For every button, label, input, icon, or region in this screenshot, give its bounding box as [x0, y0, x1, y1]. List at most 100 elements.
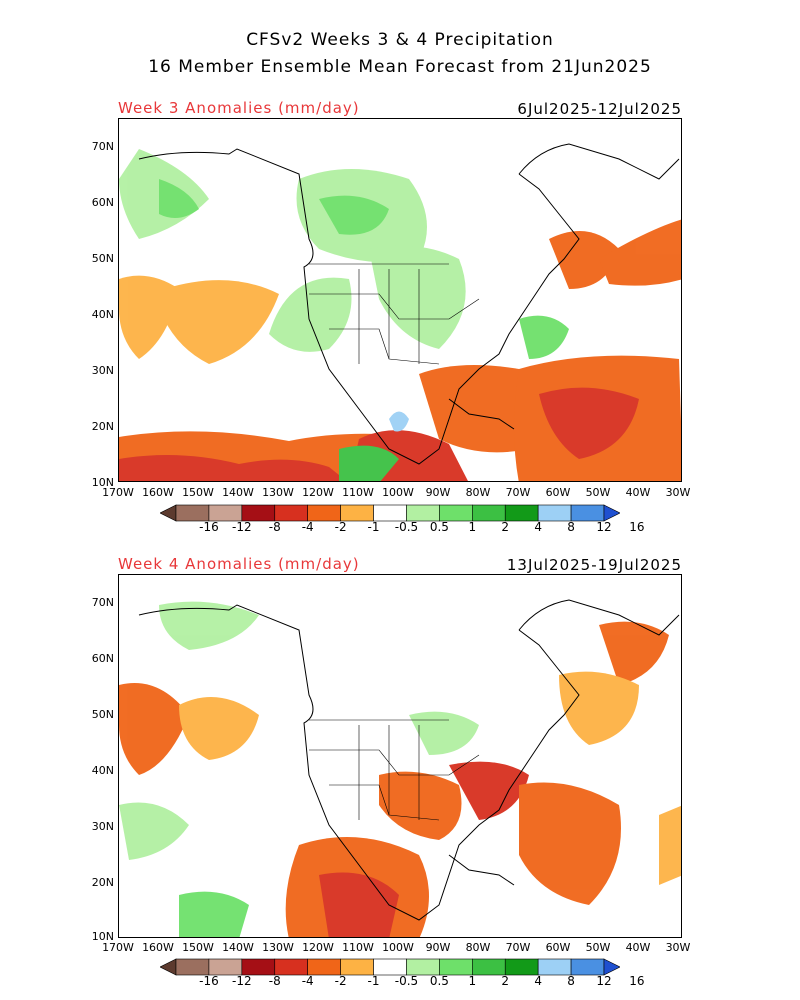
- colorbar-swatch: [472, 504, 506, 522]
- colorbar: [159, 503, 621, 523]
- lon-label: 30W: [665, 486, 691, 499]
- colorbar-swatch: [504, 504, 539, 522]
- lon-label: 150W: [182, 941, 214, 954]
- colorbar-label: -8: [268, 974, 281, 988]
- colorbar-gradient: [159, 958, 621, 976]
- lon-label: 50W: [585, 486, 611, 499]
- colorbar-label: 16: [629, 520, 645, 534]
- lon-label: 40W: [625, 941, 651, 954]
- colorbar-swatch: [208, 958, 243, 976]
- colorbar-label: 12: [596, 520, 612, 534]
- lat-label: 30N: [91, 820, 114, 833]
- panel-title: Week 4 Anomalies (mm/day): [118, 555, 360, 573]
- colorbar-swatch: [537, 958, 572, 976]
- colorbar-label: 0.5: [429, 520, 449, 534]
- lon-label: 170W: [102, 486, 134, 499]
- precip-anomaly-map: [119, 143, 681, 481]
- lat-label: 60N: [91, 652, 114, 665]
- colorbar-label: 2: [501, 974, 510, 988]
- colorbar-swatch: [373, 504, 407, 522]
- lon-label: 160W: [142, 486, 174, 499]
- colorbar-swatch: [340, 504, 374, 522]
- title-line-2: 16 Member Ensemble Mean Forecast from 21…: [148, 57, 652, 77]
- colorbar-label: -16: [199, 974, 219, 988]
- lon-label: 60W: [545, 941, 571, 954]
- lat-label: 50N: [91, 252, 114, 265]
- colorbar-label: -0.5: [394, 974, 419, 988]
- lon-label: 40W: [625, 486, 651, 499]
- colorbar-label: -12: [232, 974, 252, 988]
- colorbar-swatch: [274, 958, 308, 976]
- lon-label: 140W: [222, 941, 254, 954]
- colorbar-swatch: [241, 504, 276, 522]
- colorbar-label: -16: [199, 520, 219, 534]
- lon-label: 110W: [342, 486, 374, 499]
- lon-label: 120W: [302, 941, 334, 954]
- map-area: [118, 118, 682, 482]
- colorbar-label: -12: [232, 520, 252, 534]
- lat-label: 30N: [91, 364, 114, 377]
- lat-label: 70N: [91, 596, 114, 609]
- lon-label: 170W: [102, 941, 134, 954]
- lon-label: 130W: [262, 941, 294, 954]
- colorbar-label: 1: [468, 974, 477, 988]
- colorbar-label: 0.5: [429, 974, 449, 988]
- colorbar-swatch: [504, 958, 539, 976]
- colorbar-label: 16: [629, 974, 645, 988]
- colorbar-swatch: [603, 504, 621, 522]
- colorbar-swatch: [603, 958, 621, 976]
- lon-label: 50W: [585, 941, 611, 954]
- lon-label: 80W: [465, 941, 491, 954]
- title-line-1: CFSv2 Weeks 3 & 4 Precipitation: [246, 30, 554, 50]
- colorbar-swatch: [537, 504, 572, 522]
- colorbar-swatch: [175, 504, 210, 522]
- lat-label: 20N: [91, 876, 114, 889]
- lon-label: 130W: [262, 486, 294, 499]
- colorbar-label: -1: [367, 974, 380, 988]
- lon-label: 100W: [382, 486, 414, 499]
- panel-dates: 13Jul2025-19Jul2025: [506, 556, 682, 574]
- lat-label: 10N: [91, 476, 114, 489]
- lat-label: 10N: [91, 930, 114, 943]
- colorbar-label: 2: [501, 520, 510, 534]
- lat-label: 60N: [91, 196, 114, 209]
- lat-label: 40N: [91, 308, 114, 321]
- colorbar-swatch: [570, 958, 605, 976]
- map-area: [118, 574, 682, 938]
- lon-label: 140W: [222, 486, 254, 499]
- colorbar-swatch: [439, 958, 473, 976]
- colorbar-swatch: [340, 958, 374, 976]
- colorbar-swatch: [439, 504, 473, 522]
- colorbar-swatch: [208, 504, 243, 522]
- colorbar-label: 4: [534, 520, 542, 534]
- lon-label: 70W: [505, 941, 531, 954]
- colorbar-swatch: [406, 958, 440, 976]
- lon-label: 150W: [182, 486, 214, 499]
- colorbar-label: 8: [567, 974, 575, 988]
- lon-label: 60W: [545, 486, 571, 499]
- colorbar-swatch: [406, 504, 440, 522]
- colorbar: [159, 957, 621, 977]
- colorbar-gradient: [159, 504, 621, 522]
- lat-label: 20N: [91, 420, 114, 433]
- lon-label: 100W: [382, 941, 414, 954]
- colorbar-swatch: [307, 504, 341, 522]
- colorbar-label: 1: [468, 520, 477, 534]
- colorbar-swatch: [373, 958, 407, 976]
- lon-label: 110W: [342, 941, 374, 954]
- colorbar-label: -1: [367, 520, 380, 534]
- lon-label: 80W: [465, 486, 491, 499]
- colorbar-swatch: [307, 958, 341, 976]
- colorbar-swatch: [175, 958, 210, 976]
- colorbar-label: 8: [567, 520, 575, 534]
- lon-label: 90W: [425, 941, 451, 954]
- lon-label: 30W: [665, 941, 691, 954]
- colorbar-label: 12: [596, 974, 612, 988]
- panel-title: Week 3 Anomalies (mm/day): [118, 99, 360, 117]
- colorbar-swatch: [159, 958, 177, 976]
- colorbar-swatch: [241, 958, 276, 976]
- colorbar-swatch: [570, 504, 605, 522]
- lat-label: 70N: [91, 140, 114, 153]
- colorbar-swatch: [159, 504, 177, 522]
- colorbar-swatch: [472, 958, 506, 976]
